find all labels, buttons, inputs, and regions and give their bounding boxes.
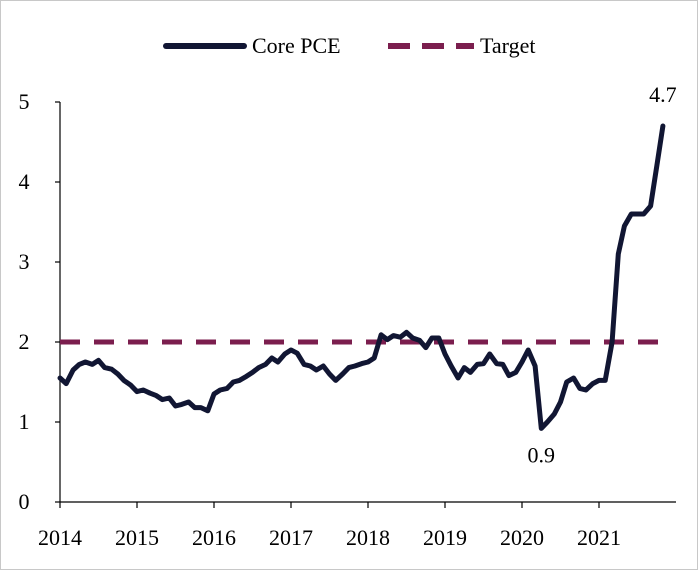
y-tick-label: 5	[19, 89, 30, 114]
x-tick-label: 2014	[38, 525, 82, 550]
x-tick-label: 2021	[577, 525, 621, 550]
y-tick-label: 2	[19, 329, 30, 354]
x-tick-label: 2016	[192, 525, 236, 550]
axes: 0 1 2 3 4 5 2014 2015 2016 2017 2018 2019 2020 2021	[19, 89, 676, 550]
legend-label-target: Target	[480, 33, 535, 58]
x-tick-label: 2017	[269, 525, 313, 550]
x-tick-label: 2015	[115, 525, 159, 550]
legend-label-core-pce: Core PCE	[252, 33, 341, 58]
annotation-layer: 4.7 0.9	[528, 82, 677, 467]
series-layer	[57, 123, 666, 431]
x-tick-label: 2019	[423, 525, 467, 550]
data-label: 4.7	[649, 82, 677, 107]
y-tick-label: 3	[19, 249, 30, 274]
legend: Core PCE Target	[163, 33, 535, 58]
series-line-core-pce	[57, 123, 666, 431]
y-tick-label: 4	[19, 169, 30, 194]
x-tick-label: 2020	[500, 525, 544, 550]
y-tick-label: 1	[19, 409, 30, 434]
y-tick-label: 0	[19, 489, 30, 514]
x-tick-label: 2018	[346, 525, 390, 550]
data-label: 0.9	[528, 442, 556, 467]
